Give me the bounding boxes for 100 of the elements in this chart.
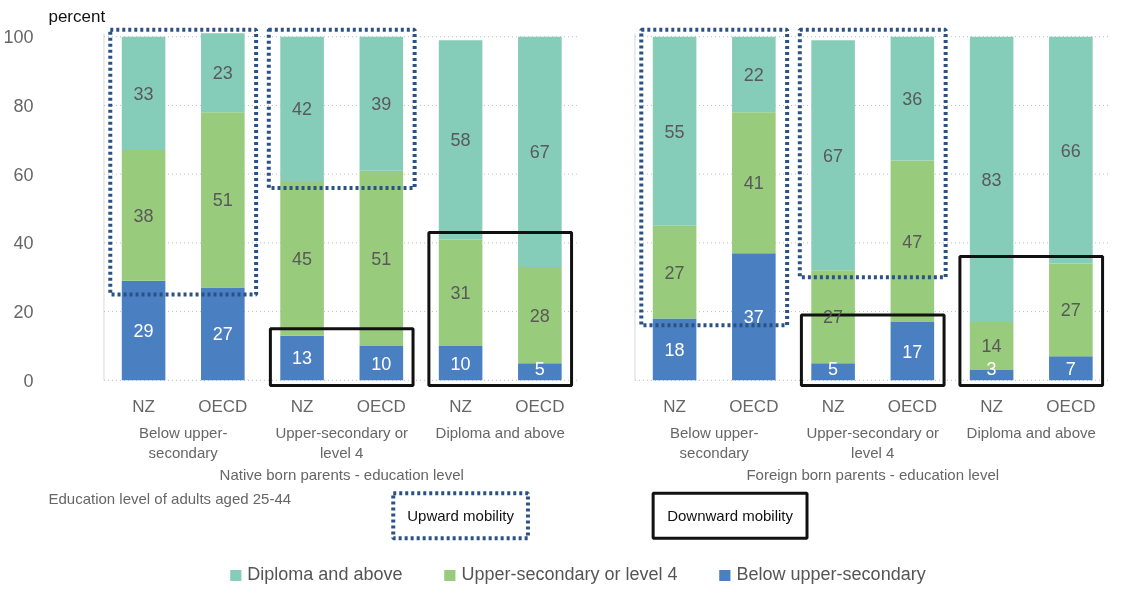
text: Downward mobility [667,507,794,525]
data-label: 22 [743,65,764,85]
x-tick-label: OECD [198,396,248,416]
bar [280,335,324,381]
bar [732,253,776,381]
bar [518,266,562,364]
text: Upper-secondary or level 4 [806,423,940,462]
data-label: 39 [371,94,392,115]
x-tick-label: NZ [449,396,472,416]
bar [359,170,404,346]
bar [652,225,697,319]
data-label: 27 [1060,300,1081,321]
data-label: 45 [292,248,313,269]
y-tick-label: 40 [13,233,34,254]
bar [811,40,855,271]
y-tick-label: 20 [13,302,34,323]
data-label: 58 [450,130,471,151]
data-label: 55 [664,121,685,142]
x-axis-title: Native born parents - education level [219,465,464,483]
data-label: 67 [823,145,844,166]
x-tick-label: OECD [356,396,406,416]
bar [811,270,855,364]
data-label: 14 [981,336,1002,357]
bar [438,345,483,381]
bar [732,36,776,113]
bar [969,36,1014,322]
data-label: 29 [133,321,154,341]
y-tick-label: 60 [13,164,34,185]
bar [201,33,245,113]
bar [890,321,935,381]
y-tick-label: 0 [23,370,34,391]
bar [121,280,166,381]
data-label: 13 [292,348,313,369]
data-label: 42 [292,99,313,120]
data-label: 31 [450,283,471,304]
data-label: 27 [664,262,685,283]
text: Diploma and above [435,423,565,441]
bar [518,36,562,267]
data-label: 41 [743,173,764,194]
data-label: 28 [529,305,550,326]
data-label: 17 [902,341,923,362]
data-label: 27 [212,324,233,345]
data-label: 37 [743,307,764,328]
bar [280,36,324,182]
text: Education level of adults aged 25-44 [48,489,292,507]
data-label: 51 [371,248,392,269]
data-label: 36 [902,89,923,110]
text: Upward mobility [407,507,515,525]
bar [280,181,324,336]
data-label: 47 [902,231,923,252]
x-tick-label: OECD [729,396,779,416]
legend-label: Diploma and above [247,564,403,585]
bar [652,318,697,381]
bar [1049,356,1093,381]
x-tick-label: NZ [821,396,845,416]
bar [438,239,483,346]
data-label: 5 [828,358,839,379]
y-tick-label: 100 [3,27,34,48]
data-label: 5 [534,358,545,379]
bar [121,150,166,281]
data-label: 83 [981,169,1002,190]
x-tick-label: NZ [663,396,686,416]
data-label: 23 [212,63,233,84]
bar [1049,36,1093,264]
text: Below upper-secondary [139,423,228,462]
data-label: 66 [1060,140,1081,161]
x-tick-label: OECD [515,396,565,416]
y-tick-label: 80 [13,95,34,116]
bar [1049,263,1093,357]
x-tick-label: OECD [887,396,937,416]
x-tick-label: NZ [290,396,314,416]
data-label: 67 [529,142,550,163]
data-label: 38 [133,205,154,226]
legend-label: Below upper-secondary [736,564,926,585]
x-tick-label: OECD [1046,396,1096,416]
text: Diploma and above [966,423,1096,441]
bar [652,36,697,226]
bar [438,40,483,240]
bar [359,36,404,171]
data-label: 51 [212,190,233,211]
x-tick-label: NZ [132,396,155,416]
legend-label: Upper-secondary or level 4 [461,564,678,585]
text: Upper-secondary or level 4 [275,423,408,462]
data-label: 7 [1065,358,1076,379]
y-axis-title: percent [48,7,106,27]
bar [890,160,935,322]
bar [890,36,935,161]
data-label: 10 [371,353,392,374]
bar [201,112,245,288]
data-label: 10 [450,353,471,374]
x-axis-title: Foreign born parents - education level [746,465,1000,483]
x-tick-label: NZ [980,396,1003,416]
data-label: 18 [664,339,685,360]
bar [121,36,166,151]
data-label: 33 [133,83,154,104]
bar [518,363,562,381]
bar [201,287,245,381]
text: Below upper-secondary [670,423,759,462]
bar [811,363,855,381]
bar [732,112,776,254]
